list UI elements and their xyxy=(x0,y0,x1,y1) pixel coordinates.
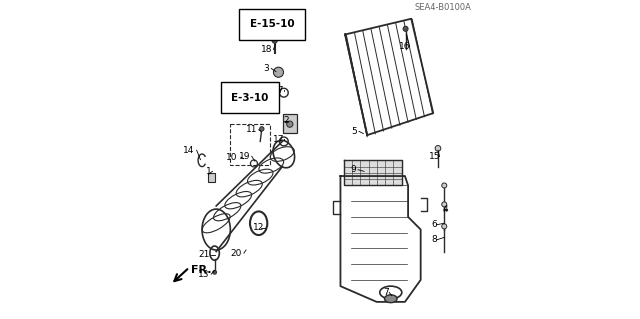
Circle shape xyxy=(287,121,293,127)
FancyBboxPatch shape xyxy=(283,114,297,133)
Text: 4: 4 xyxy=(443,204,449,214)
Circle shape xyxy=(435,145,441,151)
Text: 9: 9 xyxy=(350,165,356,174)
Text: 6: 6 xyxy=(431,220,437,229)
Text: 7: 7 xyxy=(383,288,388,297)
FancyBboxPatch shape xyxy=(209,173,215,182)
Circle shape xyxy=(212,271,216,274)
Text: 11: 11 xyxy=(246,125,257,134)
Text: 15: 15 xyxy=(429,152,440,161)
Text: E-3-10: E-3-10 xyxy=(231,93,269,103)
Text: 10: 10 xyxy=(226,153,237,162)
Circle shape xyxy=(260,127,264,131)
Text: 2: 2 xyxy=(283,116,289,125)
Circle shape xyxy=(403,26,408,31)
Ellipse shape xyxy=(385,295,397,303)
Text: 21: 21 xyxy=(198,250,210,259)
Text: SEA4-B0100A: SEA4-B0100A xyxy=(414,4,471,12)
Circle shape xyxy=(442,183,447,188)
Text: 19: 19 xyxy=(239,152,250,161)
Text: 17: 17 xyxy=(273,135,285,144)
Text: 17: 17 xyxy=(273,86,285,95)
Text: 5: 5 xyxy=(351,127,357,136)
Text: 16: 16 xyxy=(399,42,410,51)
Text: 18: 18 xyxy=(260,45,272,54)
Polygon shape xyxy=(344,160,402,185)
Text: 12: 12 xyxy=(253,223,264,233)
Text: FR.: FR. xyxy=(191,265,211,275)
Text: 14: 14 xyxy=(183,146,194,155)
Text: 1: 1 xyxy=(205,167,211,176)
Text: 3: 3 xyxy=(263,64,269,73)
Circle shape xyxy=(272,38,277,43)
Text: E-15-10: E-15-10 xyxy=(250,19,294,29)
Circle shape xyxy=(442,202,447,207)
Text: 8: 8 xyxy=(431,235,437,244)
Circle shape xyxy=(442,224,447,229)
Circle shape xyxy=(273,67,284,77)
Text: 20: 20 xyxy=(230,249,241,258)
Text: 13: 13 xyxy=(198,270,210,279)
